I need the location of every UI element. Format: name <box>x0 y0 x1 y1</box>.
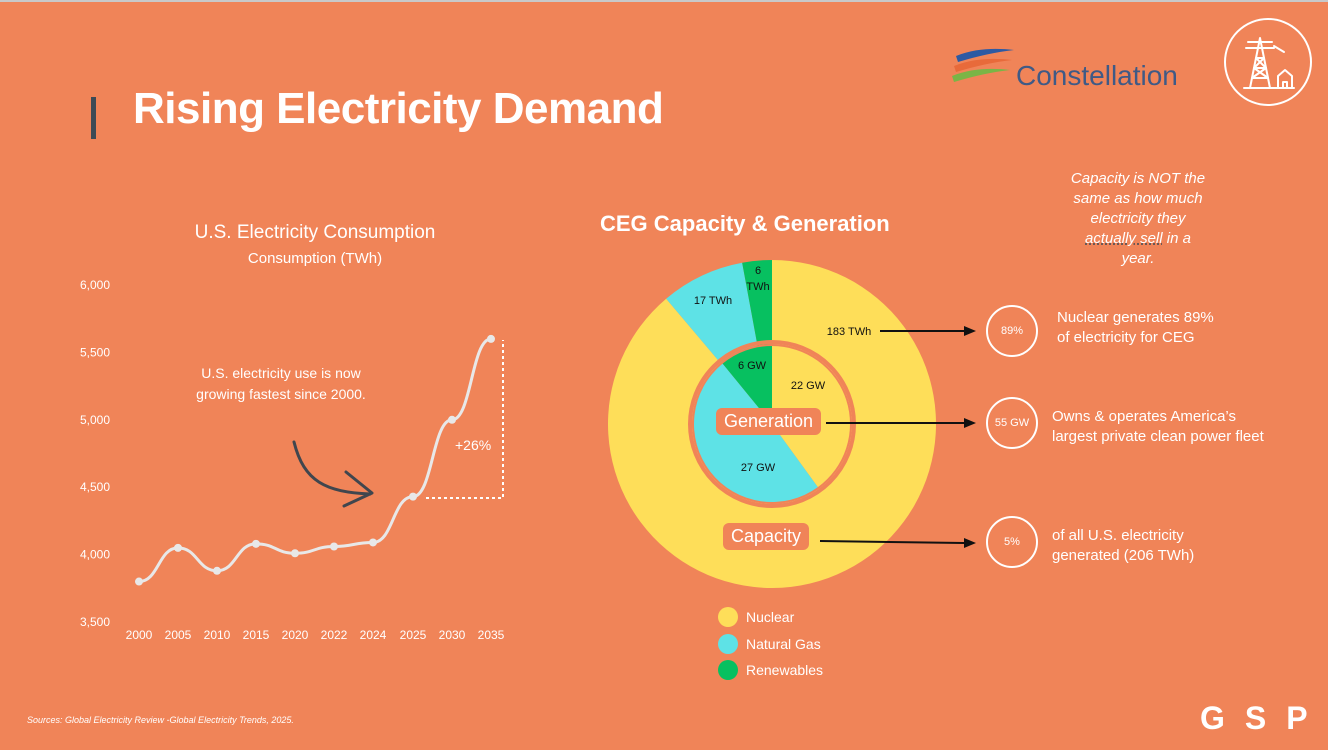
growth-label: +26% <box>455 437 492 453</box>
stat-text-fleet: Owns & operates America’s largest privat… <box>1052 407 1264 447</box>
callout-arrows <box>819 326 976 548</box>
power-tower-house-icon <box>1224 18 1312 106</box>
x-tick-label: 2035 <box>478 628 505 642</box>
note-line: electricity they <box>1090 210 1186 227</box>
stat-line: Nuclear generates 89% <box>1057 309 1214 326</box>
y-tick-label: 4,000 <box>80 548 110 562</box>
growth-bracket <box>426 340 504 499</box>
line-chart: 6,000 5,500 5,000 4,500 4,000 3,500 2000 2005 2… <box>80 278 505 642</box>
x-tick-label: 2025 <box>400 628 427 642</box>
data-point <box>135 577 143 586</box>
x-tick-label: 2010 <box>204 628 231 642</box>
data-point <box>213 566 221 575</box>
generation-slice-nuclear <box>607 260 936 588</box>
x-tick-label: 2022 <box>321 628 348 642</box>
legend-swatch-nuclear <box>718 607 738 628</box>
note-line: same as how much <box>1073 190 1203 207</box>
stat-badge-share: 5% <box>986 516 1038 568</box>
constellation-swoosh-icon <box>952 48 1014 82</box>
y-tick-label: 3,500 <box>80 615 110 629</box>
data-point <box>487 334 495 343</box>
generation-slice-renewables <box>742 260 772 346</box>
data-point <box>174 543 182 552</box>
data-point <box>330 542 338 551</box>
legend-item-nuclear: Nuclear <box>718 604 823 631</box>
legend-swatch-renewables <box>718 660 738 681</box>
data-point <box>369 538 377 547</box>
legend-item-gas: Natural Gas <box>718 631 823 658</box>
x-tick-label: 2024 <box>360 628 387 642</box>
sources-footnote: Sources: Global Electricity Review -Glob… <box>27 715 294 725</box>
y-tick-label: 5,000 <box>80 413 110 427</box>
legend-swatch-gas <box>718 633 738 654</box>
data-point <box>291 549 299 558</box>
note-underlined: actually sell <box>1085 230 1163 247</box>
note-line: Capacity is NOT the <box>1070 170 1206 187</box>
x-tick-label: 2005 <box>165 628 192 642</box>
x-tick-label: 2000 <box>126 628 153 642</box>
generation-label: Generation <box>716 408 822 435</box>
donut-legend: Nuclear Natural Gas Renewables <box>718 604 823 684</box>
callout-arrow <box>292 440 374 508</box>
legend-label: Renewables <box>746 662 824 679</box>
legend-item-renewables: Renewables <box>718 657 823 684</box>
generation-gas-label: 17 TWh <box>694 295 732 307</box>
generation-nuclear-label: 183 TWh <box>827 326 871 338</box>
legend-label: Nuclear <box>746 609 795 626</box>
stat-line: of electricity for CEG <box>1057 329 1195 346</box>
capacity-note: Capacity is NOT the same as how much ele… <box>1040 169 1236 269</box>
generation-renewables-label: 6 <box>755 265 761 277</box>
stat-text-nuclear: Nuclear generates 89% of electricity for… <box>1057 308 1214 348</box>
capacity-renewables-label: 6 GW <box>738 360 767 372</box>
constellation-logo: Constellation <box>950 46 1190 96</box>
x-tick-label: 2015 <box>243 628 270 642</box>
stat-badge-nuclear: 89% <box>986 305 1038 357</box>
footer-brand: GSP <box>1200 700 1328 736</box>
stat-line: of all U.S. electricity <box>1052 527 1184 544</box>
line-chart-subtitle: Consumption (TWh) <box>247 250 383 267</box>
x-tick-label: 2030 <box>439 628 466 642</box>
stat-text-share: of all U.S. electricity generated (206 T… <box>1052 526 1194 566</box>
capacity-slice-renewables <box>722 346 772 424</box>
capacity-gas-label: 27 GW <box>741 462 776 474</box>
brand-name: Constellation <box>1016 60 1178 91</box>
generation-slice-natural-gas <box>666 262 758 363</box>
y-tick-label: 4,500 <box>80 480 110 494</box>
top-border <box>0 0 1328 2</box>
generation-renewables-unit: TWh <box>746 281 769 293</box>
capacity-nuclear-label: 22 GW <box>791 380 826 392</box>
x-tick-label: 2020 <box>282 628 309 642</box>
data-point <box>252 539 260 548</box>
note-line: year. <box>1121 250 1155 267</box>
data-point <box>409 492 417 501</box>
legend-label: Natural Gas <box>746 635 821 652</box>
line-chart-title: U.S. Electricity Consumption <box>194 222 436 243</box>
y-tick-label: 6,000 <box>80 278 110 292</box>
y-tick-label: 5,500 <box>80 345 110 359</box>
stat-line: Owns & operates America’s <box>1052 408 1236 425</box>
data-point <box>448 415 456 424</box>
consumption-line <box>138 337 492 584</box>
title-accent-bar <box>91 97 96 139</box>
line-chart-annotation: U.S. electricity use is now growing fast… <box>196 365 366 402</box>
stat-line: largest private clean power fleet <box>1052 428 1264 445</box>
capacity-label: Capacity <box>723 523 810 550</box>
stat-line: generated (206 TWh) <box>1052 547 1195 564</box>
donut-chart-title: CEG Capacity & Generation <box>600 211 890 236</box>
page-title: Rising Electricity Demand <box>133 84 664 133</box>
stat-badge-fleet: 55 GW <box>986 397 1038 449</box>
note-line: in a <box>1162 230 1191 247</box>
